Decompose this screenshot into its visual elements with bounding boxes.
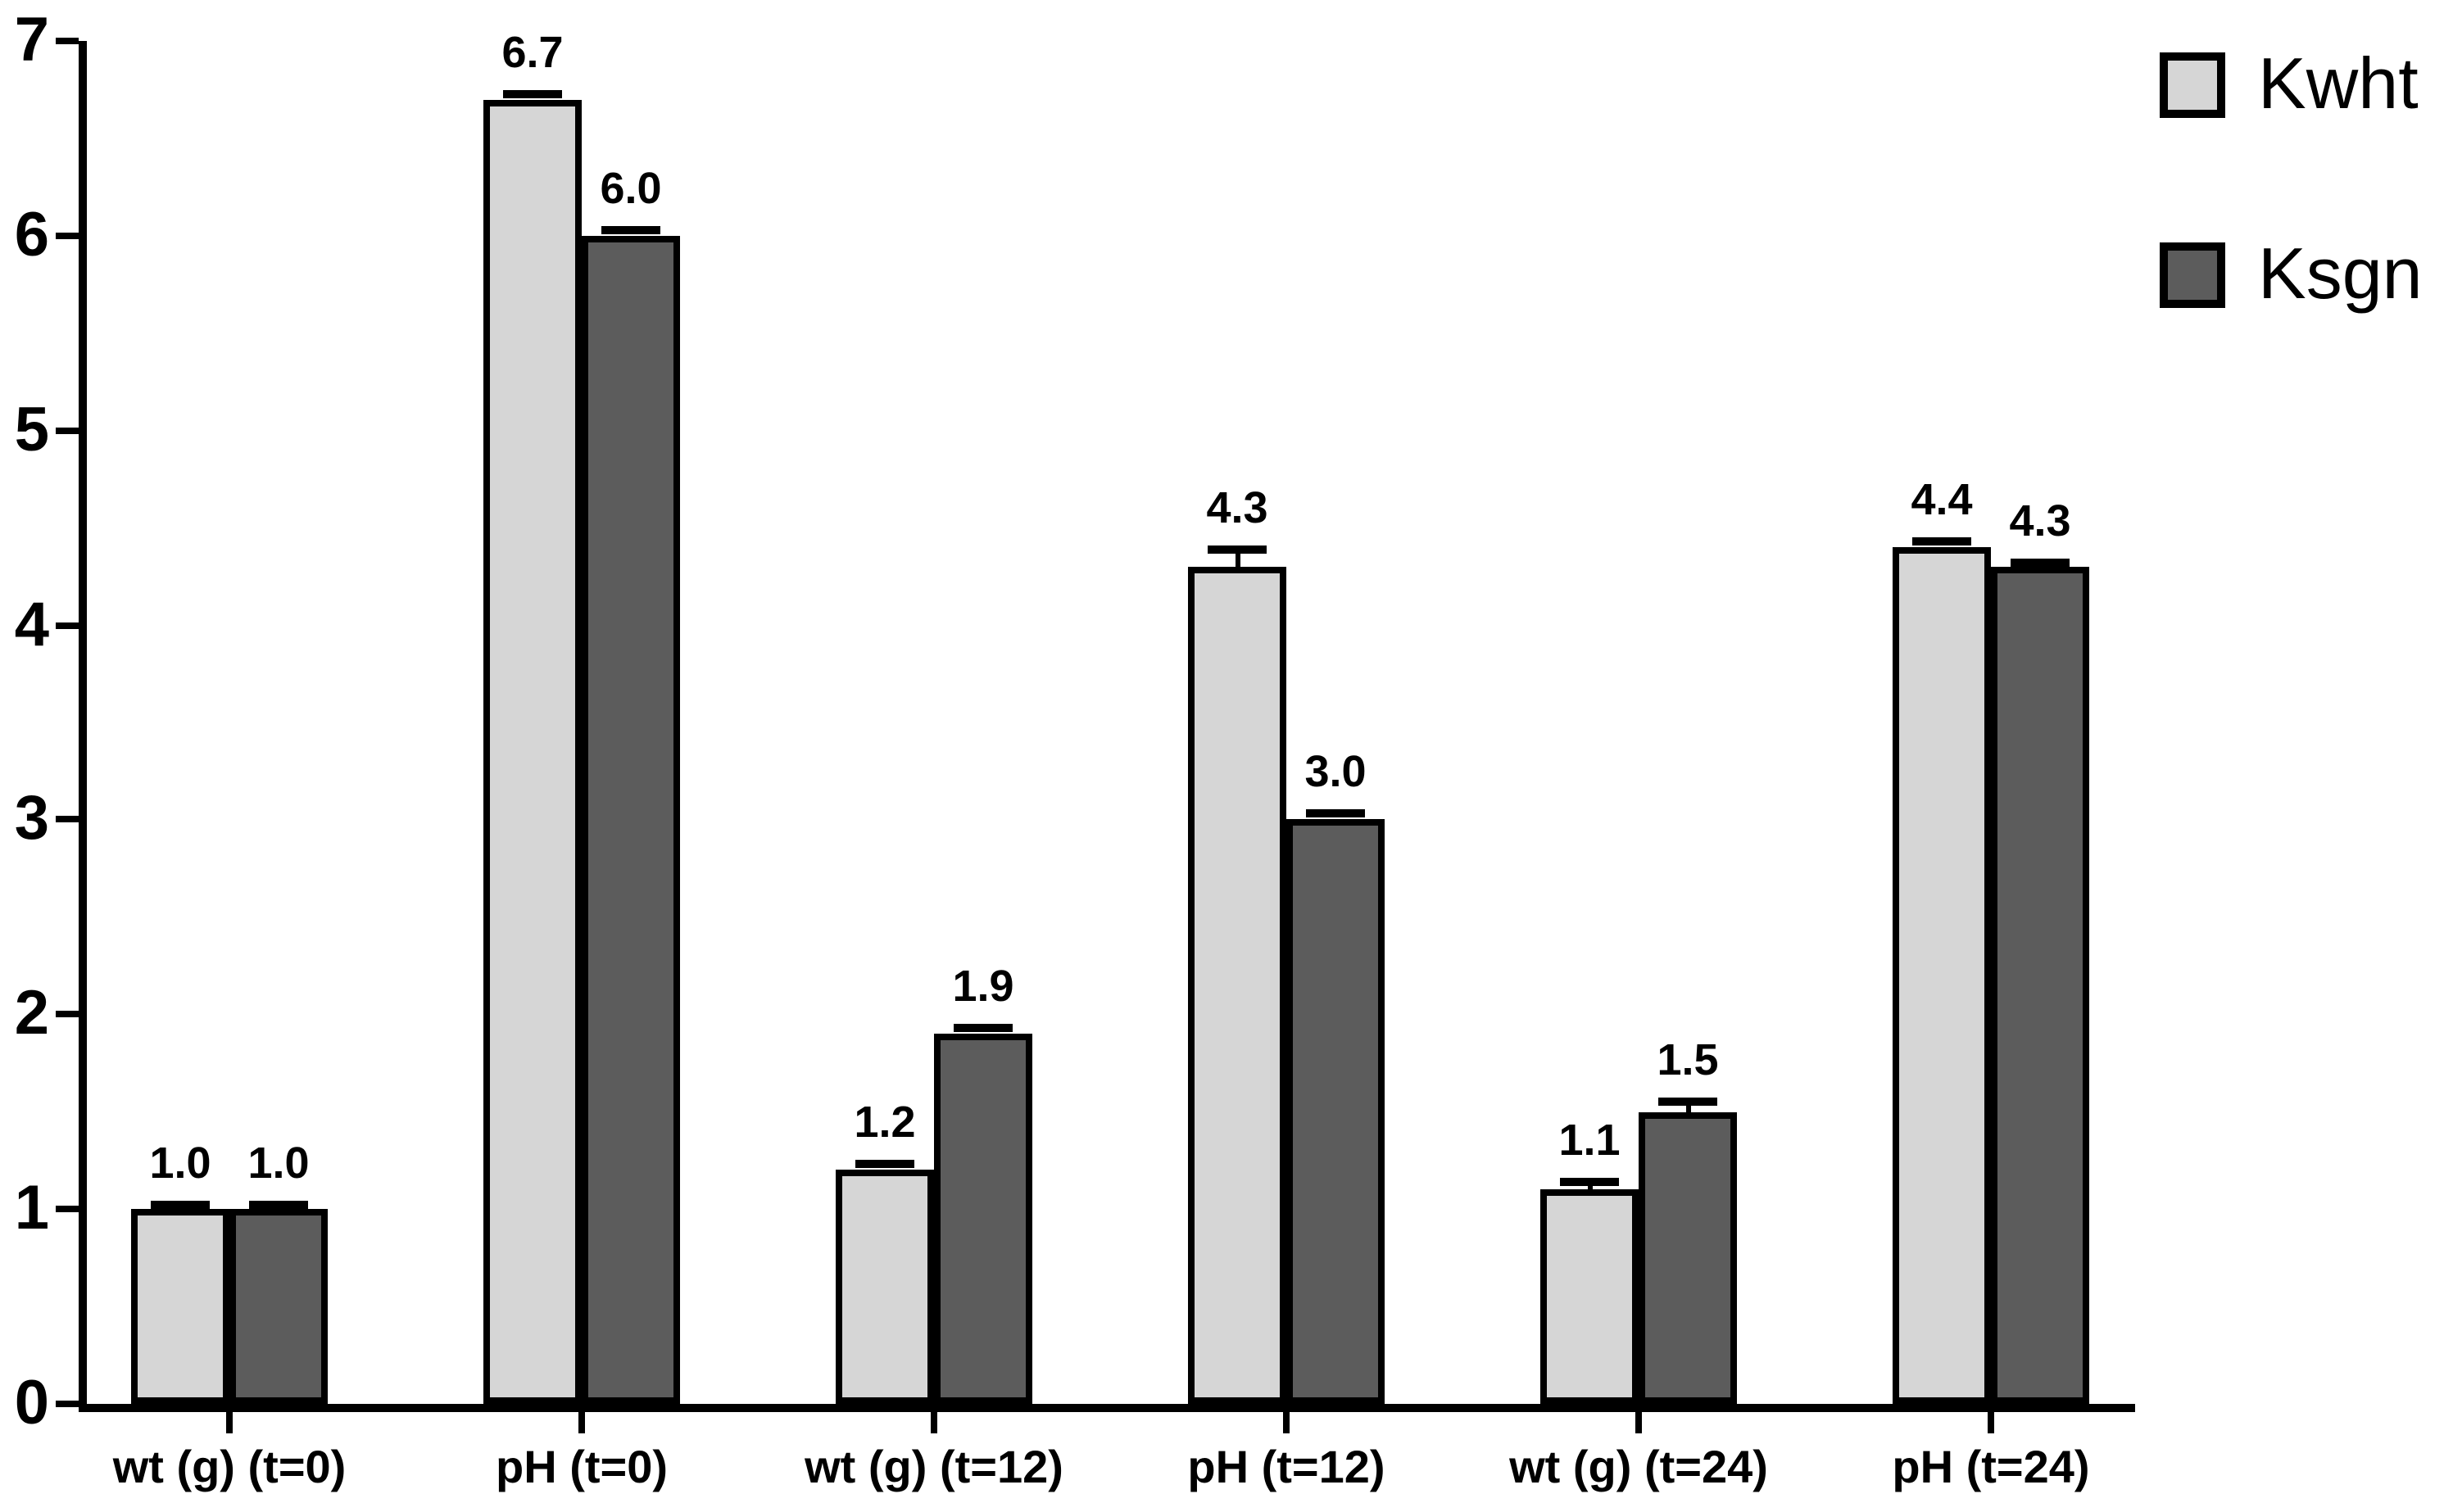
bar-ksgn — [1991, 566, 2089, 1404]
y-axis-tick — [56, 38, 79, 44]
x-axis-tick — [226, 1412, 233, 1433]
x-axis-tick — [1635, 1412, 1642, 1433]
x-axis-tick — [1988, 1412, 1994, 1433]
bar-value-label: 1.0 — [247, 1139, 310, 1188]
bar-kwht — [1893, 547, 1991, 1404]
y-axis-tick-label: 6 — [14, 201, 49, 270]
legend-label-kwht: Kwht — [2258, 44, 2419, 124]
legend: Kwht Ksgn — [2160, 44, 2423, 315]
bar-ksgn — [582, 235, 680, 1404]
x-axis-line — [79, 1404, 2135, 1412]
y-axis-tick-label: 0 — [14, 1369, 49, 1438]
x-axis-tick — [931, 1412, 937, 1433]
bar-kwht — [1188, 566, 1286, 1404]
y-axis-tick — [56, 427, 79, 434]
x-axis-category-label: pH (t=24) — [1892, 1442, 2090, 1492]
legend-swatch-ksgn — [2160, 242, 2225, 308]
bar-value-label: 1.0 — [149, 1139, 211, 1188]
bar-kwht — [131, 1209, 229, 1404]
error-bar-cap — [601, 225, 660, 234]
y-axis-tick-label: 4 — [14, 591, 49, 660]
bar-value-label: 1.9 — [952, 962, 1014, 1012]
bar-value-label: 4.3 — [1206, 482, 1268, 532]
y-axis-tick — [56, 1011, 79, 1018]
bar-value-label: 3.0 — [1304, 747, 1367, 797]
bar-value-label: 1.1 — [1558, 1116, 1621, 1165]
bar-value-label: 6.7 — [501, 27, 564, 77]
bar-kwht — [1540, 1189, 1639, 1404]
bar-kwht — [836, 1170, 934, 1404]
x-axis-tick — [1283, 1412, 1290, 1433]
error-bar-stem — [1587, 1182, 1592, 1192]
y-axis-tick — [56, 1401, 79, 1407]
error-bar-stem — [1685, 1102, 1690, 1114]
x-axis-category-label: pH (t=12) — [1187, 1442, 1385, 1492]
legend-item-ksgn: Ksgn — [2160, 234, 2423, 315]
error-bar-cap — [503, 89, 562, 98]
bar-ksgn — [229, 1209, 328, 1404]
x-axis-category-label: wt (g) (t=0) — [112, 1442, 347, 1492]
legend-label-ksgn: Ksgn — [2258, 234, 2423, 315]
bar-value-label: 1.5 — [1657, 1035, 1719, 1085]
error-bar-cap — [2011, 559, 2070, 568]
bar-value-label: 1.2 — [854, 1098, 916, 1148]
y-axis-line — [79, 41, 87, 1412]
error-bar-cap — [954, 1024, 1013, 1033]
bar-value-label: 4.3 — [2009, 496, 2071, 546]
x-axis-category-label: wt (g) (t=24) — [1509, 1442, 1768, 1492]
bar-ksgn — [1286, 819, 1385, 1404]
error-bar-cap — [855, 1160, 914, 1169]
y-axis-tick-label: 7 — [14, 7, 49, 75]
error-bar-cap — [249, 1201, 308, 1210]
y-axis-tick-label: 3 — [14, 785, 49, 854]
bar-value-label: 4.4 — [1911, 474, 1973, 524]
error-bar-cap — [1658, 1098, 1717, 1107]
legend-swatch-kwht — [2160, 52, 2225, 118]
legend-item-kwht: Kwht — [2160, 44, 2423, 124]
error-bar-cap — [151, 1201, 210, 1210]
y-axis-tick-label: 5 — [14, 396, 49, 465]
y-axis-tick-label: 1 — [14, 1175, 49, 1244]
y-axis-tick — [56, 816, 79, 823]
error-bar-stem — [1235, 549, 1240, 568]
y-axis-tick-label: 2 — [14, 980, 49, 1049]
bar-ksgn — [1639, 1111, 1737, 1404]
error-bar-cap — [1208, 545, 1267, 554]
y-axis-tick — [56, 1206, 79, 1213]
error-bar-cap — [1560, 1178, 1619, 1186]
bar-kwht — [483, 99, 582, 1404]
y-axis-tick — [56, 232, 79, 239]
bar-ksgn — [934, 1034, 1032, 1404]
error-bar-cap — [1306, 809, 1365, 818]
y-axis-tick — [56, 622, 79, 629]
x-axis-category-label: pH (t=0) — [496, 1442, 668, 1492]
error-bar-cap — [1912, 536, 1971, 545]
x-axis-category-label: wt (g) (t=12) — [805, 1442, 1063, 1492]
x-axis-tick — [578, 1412, 585, 1433]
bar-value-label: 6.0 — [600, 163, 662, 213]
